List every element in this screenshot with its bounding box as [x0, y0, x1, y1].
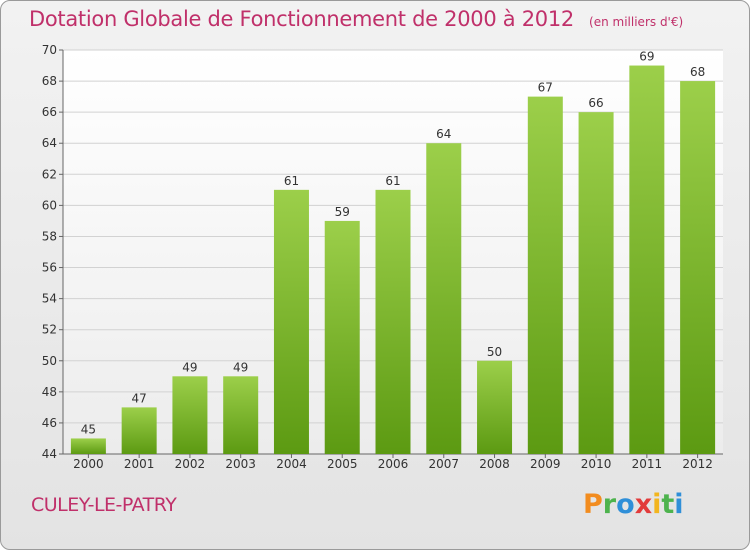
y-tick-label: 68 [42, 74, 57, 88]
y-tick-label: 48 [42, 385, 57, 399]
data-label: 50 [487, 345, 502, 359]
data-label: 49 [233, 360, 248, 374]
y-tick-label: 60 [42, 198, 57, 212]
x-tick-label: 2001 [124, 457, 155, 471]
chart-title: Dotation Globale de Fonctionnement de 20… [29, 7, 574, 31]
bar [680, 81, 716, 455]
y-tick-label: 46 [42, 416, 57, 430]
bar [223, 376, 259, 454]
bar [477, 360, 513, 454]
bar [578, 112, 614, 455]
data-label: 67 [538, 81, 553, 95]
title-row: Dotation Globale de Fonctionnement de 20… [29, 7, 683, 31]
bar [629, 65, 665, 455]
x-tick-label: 2006 [378, 457, 409, 471]
chart-subtitle: (en milliers d'€) [589, 15, 684, 29]
bar [70, 438, 106, 454]
x-tick-label: 2007 [428, 457, 459, 471]
y-tick-label: 64 [42, 136, 57, 150]
x-tick-label: 2011 [632, 457, 663, 471]
data-label: 59 [335, 205, 350, 219]
data-label: 61 [385, 174, 400, 188]
y-tick-label: 54 [42, 292, 57, 306]
bar [527, 96, 563, 454]
y-tick-label: 58 [42, 229, 57, 243]
data-label: 68 [690, 65, 705, 79]
x-tick-label: 2009 [530, 457, 561, 471]
x-tick-label: 2000 [73, 457, 104, 471]
bar [324, 220, 360, 454]
x-tick-label: 2010 [581, 457, 612, 471]
y-tick-label: 50 [42, 354, 57, 368]
data-label: 69 [639, 50, 654, 64]
data-label: 47 [132, 391, 147, 405]
bar [121, 407, 157, 454]
x-tick-label: 2003 [225, 457, 256, 471]
y-tick-label: 62 [42, 167, 57, 181]
data-label: 66 [588, 96, 603, 110]
x-tick-label: 2008 [479, 457, 510, 471]
data-label: 61 [284, 174, 299, 188]
data-label: 49 [182, 360, 197, 374]
data-label: 45 [81, 422, 96, 436]
x-tick-label: 2004 [276, 457, 307, 471]
x-tick-label: 2012 [682, 457, 713, 471]
bar [273, 189, 309, 454]
x-tick-label: 2002 [175, 457, 206, 471]
y-tick-label: 44 [42, 447, 57, 461]
y-tick-label: 56 [42, 261, 57, 275]
x-tick-label: 2005 [327, 457, 358, 471]
bar [375, 189, 411, 454]
proxiti-logo: Proxiti [583, 489, 684, 520]
location-label: CULEY-LE-PATRY [31, 494, 177, 516]
y-tick-label: 52 [42, 323, 57, 337]
data-label: 64 [436, 127, 451, 141]
y-tick-label: 66 [42, 105, 57, 119]
y-tick-label: 70 [42, 43, 57, 57]
bar [172, 376, 208, 454]
bar [426, 143, 462, 454]
